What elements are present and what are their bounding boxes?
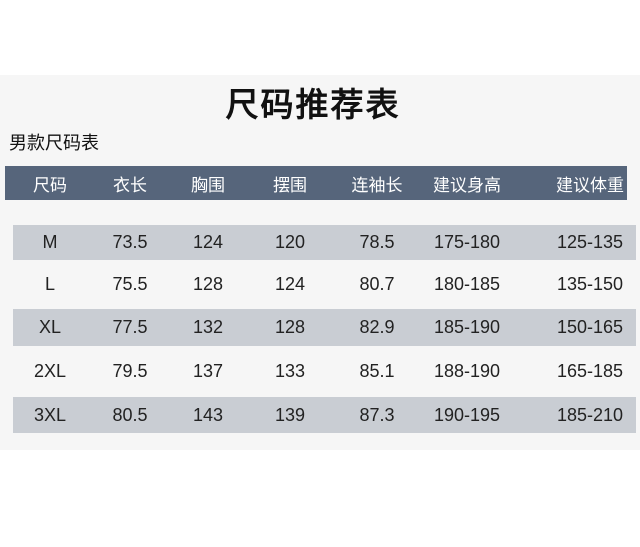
- table-cell: 143: [192, 404, 224, 425]
- table-cell: 185-210: [556, 404, 624, 425]
- table-cell: 188-190: [433, 361, 501, 381]
- section-subtitle: 男款尺码表: [9, 133, 99, 154]
- table-cell: M: [42, 232, 58, 252]
- table-cell: 190-195: [433, 404, 501, 425]
- column-header: 摆围: [273, 175, 307, 196]
- table-cell: 165-185: [556, 361, 624, 381]
- column-header: 建议体重: [556, 175, 624, 196]
- table-cell: XL: [38, 317, 62, 337]
- table-cell: 87.3: [359, 404, 395, 425]
- table-cell: 75.5: [112, 274, 148, 294]
- table-cell: 82.9: [359, 317, 395, 337]
- table-cell: 139: [274, 404, 306, 425]
- table-cell: 128: [192, 274, 224, 294]
- table-cell: 80.5: [112, 404, 148, 425]
- table-row: 3XL 80.5 143 139 87.3 190-195 185-210: [13, 397, 636, 433]
- table-cell: 135-150: [556, 274, 624, 294]
- table-cell: 124: [192, 232, 224, 252]
- table-cell: 79.5: [112, 361, 148, 381]
- table-cell: 85.1: [359, 361, 395, 381]
- column-header: 连袖长: [351, 175, 403, 196]
- column-header: 尺码: [33, 175, 67, 196]
- table-cell: 77.5: [112, 317, 148, 337]
- table-row: M 73.5 124 120 78.5 175-180 125-135: [13, 225, 636, 260]
- table-cell: 2XL: [33, 361, 67, 381]
- table-cell: 73.5: [112, 232, 148, 252]
- table-cell: 125-135: [556, 232, 624, 252]
- table-cell: 120: [274, 232, 306, 252]
- table-cell: 78.5: [359, 232, 395, 252]
- table-cell: 150-165: [556, 317, 624, 337]
- column-header: 胸围: [191, 175, 225, 196]
- column-header: 建议身高: [433, 175, 501, 196]
- table-cell: 175-180: [433, 232, 501, 252]
- table-cell: 180-185: [433, 274, 501, 294]
- table-row: L 75.5 128 124 80.7 180-185 135-150: [13, 260, 636, 309]
- table-cell: 137: [192, 361, 224, 381]
- table-row: XL 77.5 132 128 82.9 185-190 150-165: [13, 309, 636, 346]
- table-header: 尺码 衣长 胸围 摆围 连袖长 建议身高 建议体重: [5, 166, 627, 200]
- column-header: 衣长: [113, 175, 147, 196]
- table-cell: 132: [192, 317, 224, 337]
- table-cell: L: [44, 274, 56, 294]
- table-cell: 124: [274, 274, 306, 294]
- page-title: 尺码推荐表: [225, 85, 401, 124]
- table-cell: 80.7: [359, 274, 395, 294]
- size-chart-panel: [0, 75, 640, 450]
- table-cell: 133: [274, 361, 306, 381]
- table-cell: 128: [274, 317, 306, 337]
- table-cell: 185-190: [433, 317, 501, 337]
- table-cell: 3XL: [33, 404, 67, 425]
- table-row: 2XL 79.5 137 133 85.1 188-190 165-185: [13, 346, 636, 397]
